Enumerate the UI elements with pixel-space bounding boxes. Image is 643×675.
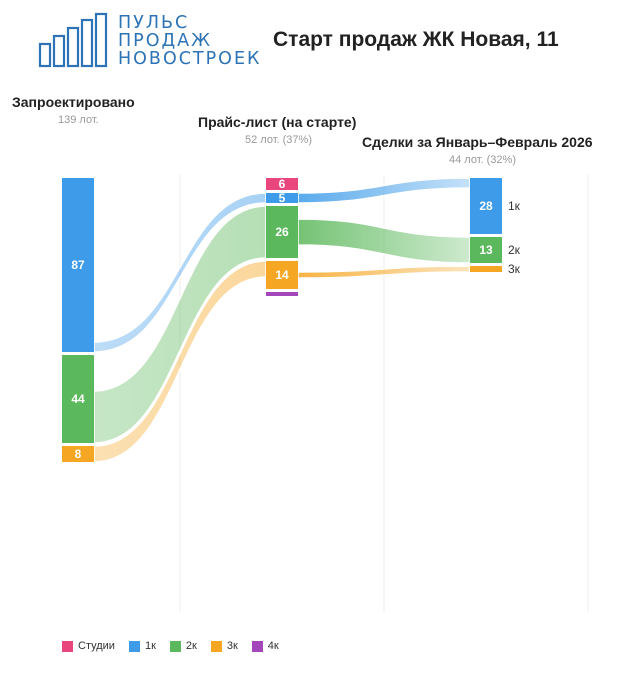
legend-label: 2к <box>185 640 197 652</box>
logo-line-3: НОВОСТРОЕК <box>118 49 262 69</box>
node-price-3k <box>266 261 298 289</box>
logo-line-1: ПУЛЬС <box>118 13 190 33</box>
stage-title-designed: Запроектировано <box>12 94 135 110</box>
legend-item-2k: 2к <box>169 640 197 652</box>
logo-line-2: ПРОДАЖ <box>118 31 212 51</box>
legend-label: 1к <box>144 640 156 652</box>
node-price-2k <box>266 206 298 258</box>
legend-swatch <box>128 640 140 652</box>
node-side-label: 3к <box>508 262 521 276</box>
node-deals-3k <box>470 266 502 272</box>
logo: ПУЛЬС ПРОДАЖ НОВОСТРОЕК <box>38 12 278 70</box>
legend-label: 3к <box>226 640 238 652</box>
node-value-label: 6 <box>279 177 286 191</box>
chart-title: Старт продаж ЖК Новая, 11 <box>273 28 559 51</box>
node-value-label: 87 <box>71 258 85 272</box>
legend-item-1k: 1к <box>128 640 156 652</box>
stage-sub-price: 52 лот. (37%) <box>245 134 312 146</box>
legend: Студии 1к 2к 3к 4к <box>62 640 279 652</box>
node-price-1k <box>266 193 298 203</box>
stage-title-deals: Сделки за Январь–Февраль 2026 <box>362 134 593 150</box>
node-value-label: 28 <box>479 199 493 213</box>
legend-label: Студии <box>78 640 115 652</box>
node-value-label: 14 <box>275 268 289 282</box>
stage-sub-deals: 44 лот. (32%) <box>449 154 516 166</box>
logo-buildings-icon <box>38 12 108 68</box>
logo-text: ПУЛЬС ПРОДАЖ НОВОСТРОЕК <box>118 14 288 68</box>
node-price-4k <box>266 292 298 296</box>
node-deals-1k <box>470 178 502 234</box>
node-value-label: 8 <box>75 447 82 461</box>
node-value-label: 13 <box>479 243 493 257</box>
legend-swatch <box>210 640 222 652</box>
legend-item-4k: 4к <box>251 640 279 652</box>
node-value-label: 5 <box>279 191 286 205</box>
node-value-label: 26 <box>275 225 289 239</box>
legend-swatch <box>62 640 73 652</box>
node-deals-2k <box>470 237 502 263</box>
legend-label: 4к <box>267 640 279 652</box>
node-side-label: 2к <box>508 243 521 257</box>
node-designed-1k <box>62 178 94 352</box>
node-designed-3k <box>62 446 94 462</box>
node-value-label: 44 <box>71 392 85 406</box>
node-price-studio <box>266 178 298 190</box>
nodes: 87 44 8 65 26 14 28 1к 13 2к 3к <box>62 177 521 462</box>
node-designed-2k <box>62 355 94 443</box>
stage-sub-designed: 139 лот. <box>58 114 99 126</box>
legend-item-3k: 3к <box>210 640 238 652</box>
stage-title-price: Прайс-лист (на старте) <box>198 114 357 130</box>
legend-item-studio: Студии <box>62 640 115 652</box>
node-side-label: 1к <box>508 199 521 213</box>
legend-swatch <box>251 640 263 652</box>
legend-swatch <box>169 640 181 652</box>
